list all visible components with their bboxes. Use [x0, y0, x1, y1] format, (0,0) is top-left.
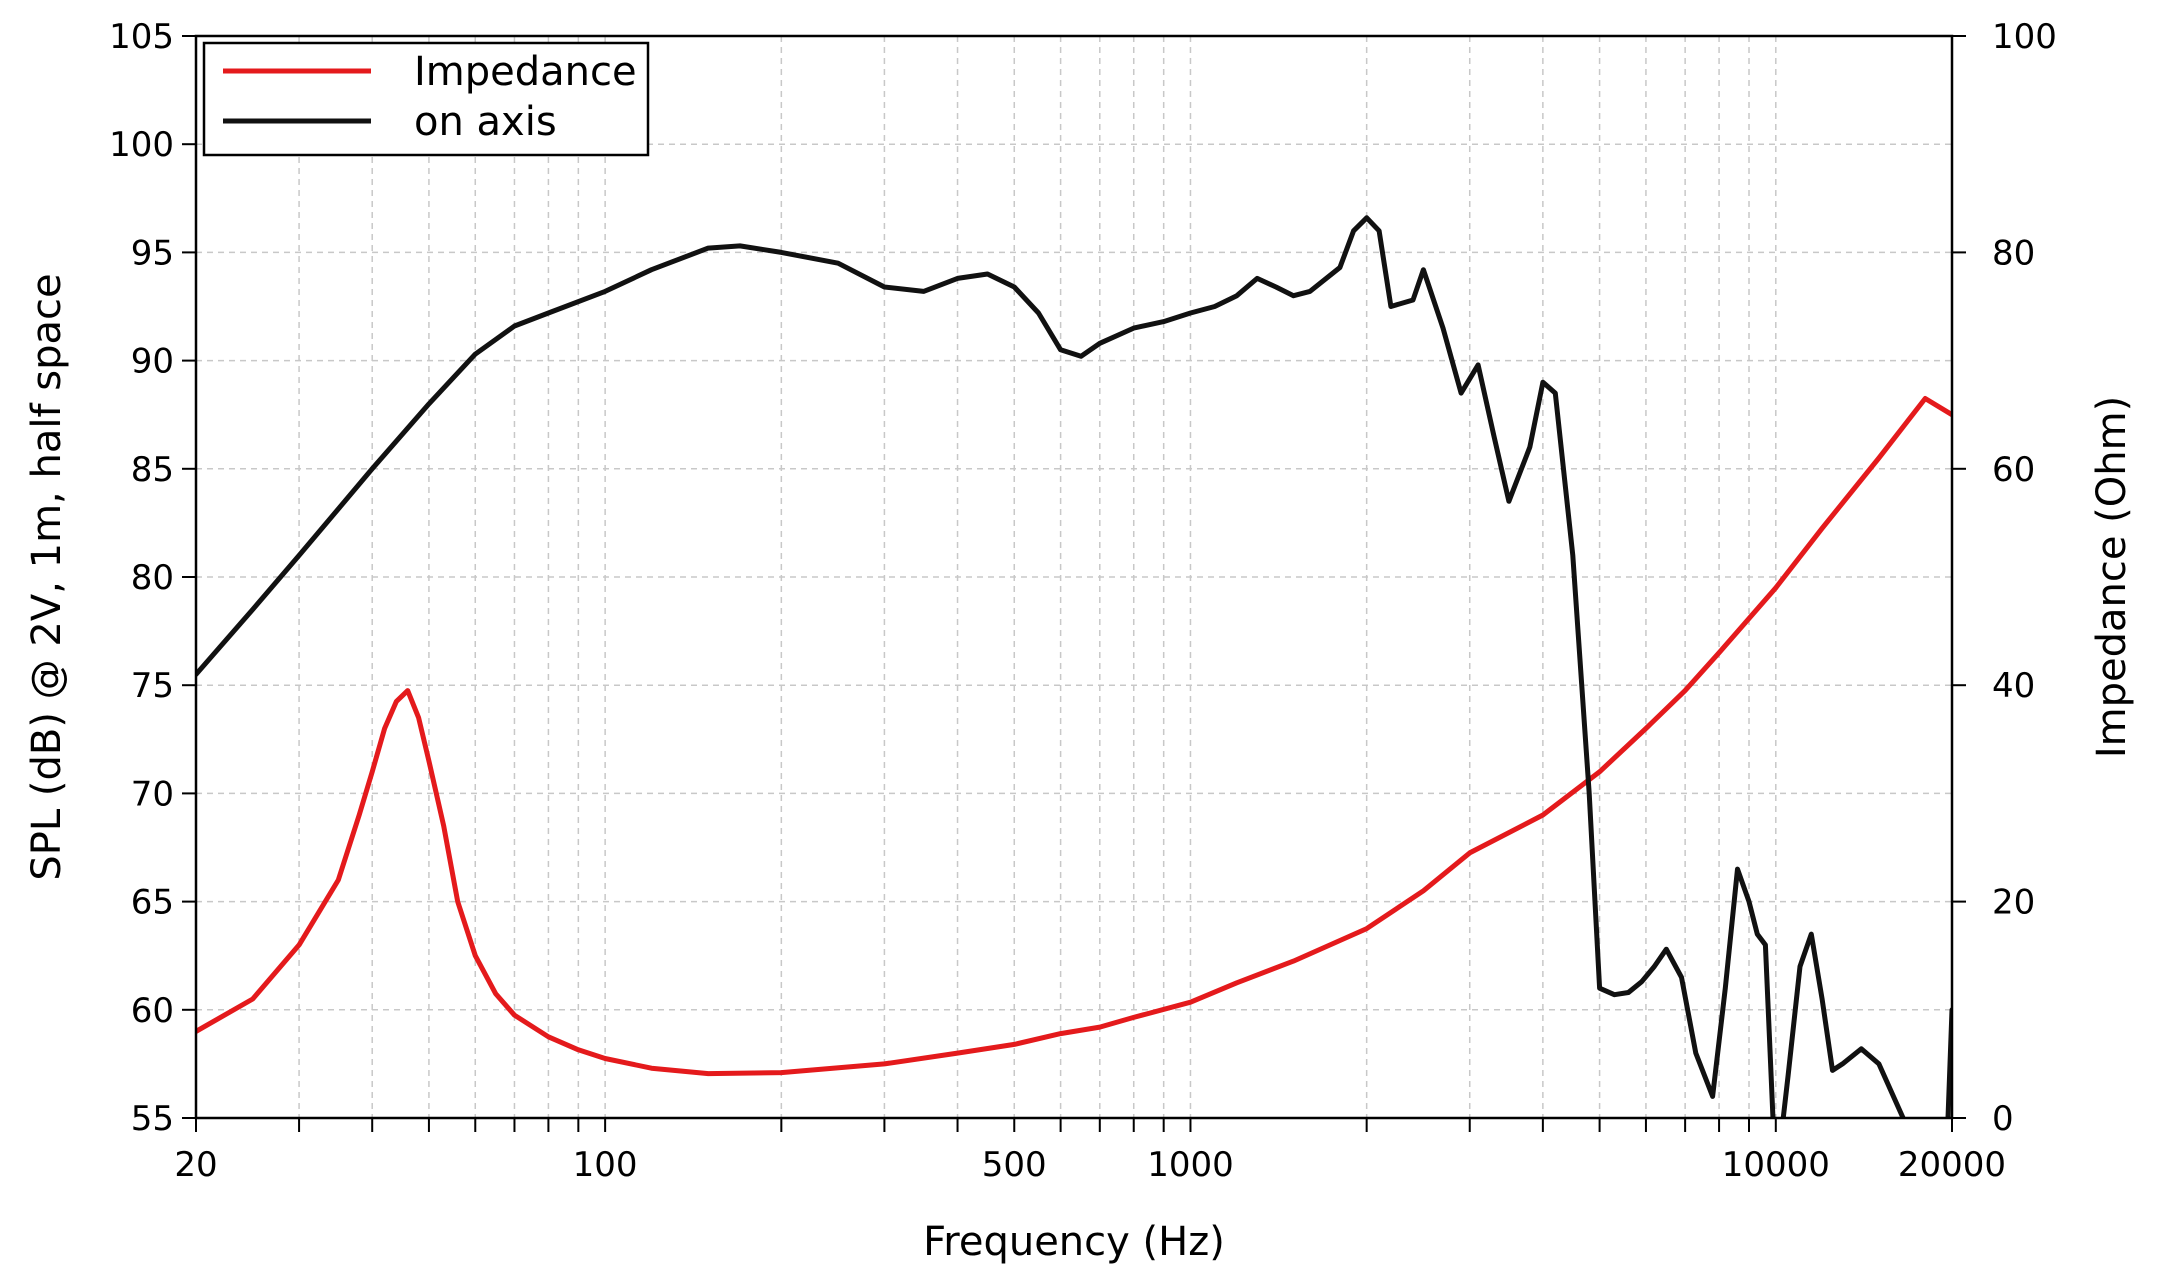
- series-line-on-axis: [196, 215, 1952, 1118]
- legend-label-on-axis: on axis: [414, 99, 557, 145]
- x-tick-label: 500: [982, 1145, 1047, 1185]
- x-tick-label: 20: [174, 1145, 217, 1185]
- y-tick-label: 75: [131, 666, 174, 706]
- grid: [196, 36, 1952, 1118]
- plot-frame: [194, 34, 1954, 1120]
- x-tick-label: 1000: [1147, 1145, 1234, 1185]
- x-axis-title: Frequency (Hz): [923, 1219, 1225, 1265]
- y-tick-label: 65: [131, 883, 174, 923]
- y2-tick-label: 40: [1992, 666, 2035, 706]
- y2-tick-label: 20: [1992, 883, 2035, 923]
- y-axis-title: SPL (dB) @ 2V, 1m, half space: [24, 273, 70, 880]
- axis-ticks: [182, 35, 1966, 1132]
- y-tick-label: 55: [131, 1099, 174, 1139]
- x-tick-label: 100: [573, 1145, 638, 1185]
- y-tick-label: 100: [109, 125, 174, 165]
- legend-label-impedance: Impedance: [414, 49, 637, 95]
- series-line-impedance: [196, 396, 1952, 1077]
- y2-tick-label: 60: [1992, 450, 2035, 490]
- x-tick-label: 10000: [1722, 1145, 1830, 1185]
- legend-box: [202, 41, 650, 157]
- y2-tick-label: 80: [1992, 233, 2035, 273]
- y2-tick-label: 100: [1992, 17, 2057, 57]
- y2-axis-title: Impedance (Ohm): [2089, 396, 2135, 758]
- y-tick-label: 85: [131, 450, 174, 490]
- y-tick-label: 95: [131, 233, 174, 273]
- y-tick-label: 60: [131, 991, 174, 1031]
- y-tick-label: 90: [131, 342, 174, 382]
- legend: Impedance on axis: [202, 41, 650, 157]
- y-tick-label: 105: [109, 17, 174, 57]
- tick-labels: 20 100 500 1000 10000 20000556065707580859095…: [109, 17, 2057, 1185]
- y-tick-label: 80: [131, 558, 174, 598]
- y-tick-label: 70: [131, 774, 174, 814]
- plot-series: [196, 215, 1952, 1118]
- x-tick-label: 20000: [1898, 1145, 2006, 1185]
- y2-tick-label: 0: [1992, 1099, 2014, 1139]
